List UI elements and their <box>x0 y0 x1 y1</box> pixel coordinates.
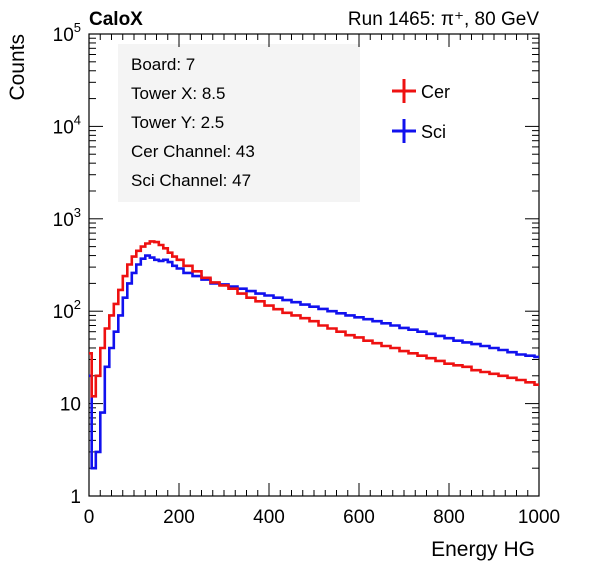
x-tick-label: 400 <box>253 507 285 528</box>
info-cer-channel: Cer Channel: 43 <box>131 142 255 161</box>
y-tick-label: 104 <box>53 112 81 138</box>
y-axis-title: Counts <box>6 34 29 101</box>
info-board: Board: 7 <box>131 55 195 74</box>
run-info-label: Run 1465: π⁺, 80 GeV <box>348 9 539 30</box>
info-tower-x: Tower X: 8.5 <box>131 84 226 103</box>
data-series <box>89 240 539 470</box>
series-line-cer <box>89 240 539 398</box>
x-tick-label: 1000 <box>518 507 560 528</box>
legend: Cer Sci <box>392 79 450 143</box>
y-tick-label: 10 <box>60 395 81 416</box>
legend-label-cer: Cer <box>421 82 450 102</box>
info-box <box>118 44 360 202</box>
experiment-label: CaloX <box>89 9 143 30</box>
x-tick-label: 200 <box>163 507 195 528</box>
info-box-lines: Board: 7 Tower X: 8.5 Tower Y: 2.5 Cer C… <box>131 55 255 190</box>
x-tick-label: 0 <box>84 507 95 528</box>
info-tower-y: Tower Y: 2.5 <box>131 113 224 132</box>
series-line-sci <box>89 254 539 470</box>
legend-label-sci: Sci <box>421 122 446 142</box>
x-axis-title: Energy HG <box>431 538 535 561</box>
y-tick-label: 103 <box>53 205 81 231</box>
y-tick-label: 102 <box>53 297 81 323</box>
x-tick-label: 800 <box>433 507 465 528</box>
y-tick-label: 1 <box>70 487 81 508</box>
info-sci-channel: Sci Channel: 47 <box>131 171 251 190</box>
y-tick-label: 105 <box>53 20 81 46</box>
x-tick-label: 600 <box>343 507 375 528</box>
